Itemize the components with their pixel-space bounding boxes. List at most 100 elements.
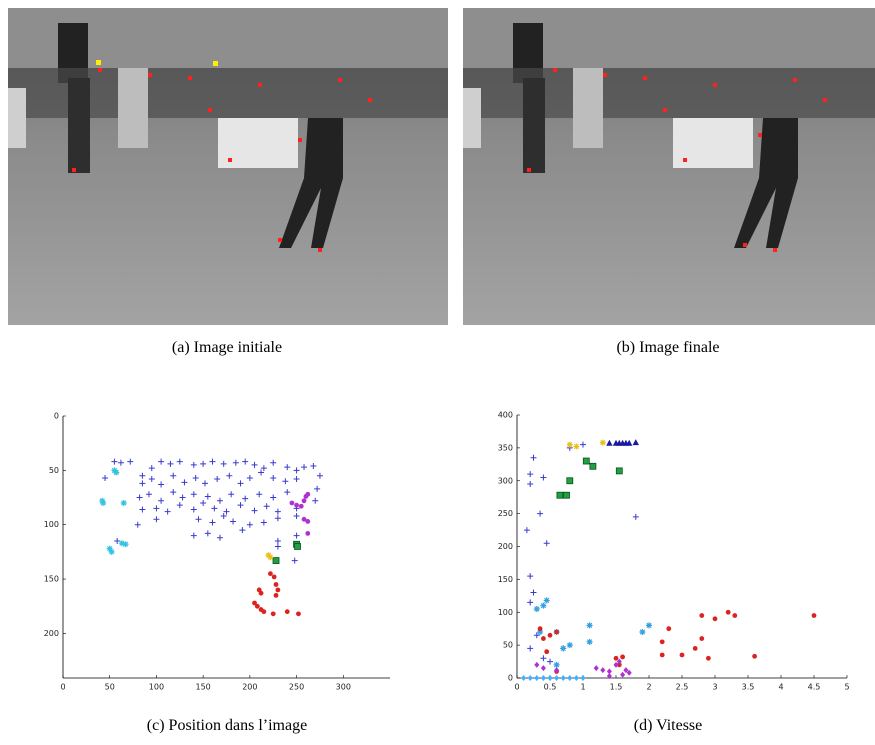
point [530, 454, 537, 461]
point [294, 502, 299, 508]
x-tick-label: 300 [336, 683, 351, 692]
point [632, 513, 639, 520]
point [274, 543, 281, 550]
y-tick-label: 0 [54, 412, 59, 421]
point [659, 639, 665, 645]
point [200, 460, 207, 467]
x-tick-label: 3.5 [742, 683, 755, 692]
point [567, 675, 573, 681]
x-tick-label: 2.5 [676, 683, 689, 692]
point [170, 489, 177, 496]
point [811, 613, 817, 618]
point [563, 491, 570, 499]
point [543, 540, 550, 547]
point [606, 439, 613, 446]
point [176, 502, 183, 509]
point [301, 516, 307, 522]
point [216, 497, 223, 504]
x-tick-label: 100 [149, 683, 164, 692]
point [122, 541, 129, 548]
point [541, 636, 546, 641]
point [530, 589, 537, 596]
point [275, 587, 281, 593]
point [260, 519, 267, 526]
x-tick-label: 5 [844, 683, 849, 692]
x-tick-label: 200 [242, 683, 257, 692]
point [148, 476, 155, 483]
point [102, 474, 109, 481]
point [580, 675, 586, 681]
point [573, 443, 580, 450]
point [239, 527, 246, 534]
x-tick-label: 0 [60, 683, 65, 692]
point [111, 458, 118, 465]
point [252, 600, 257, 606]
photo-initial [8, 8, 448, 325]
point [204, 493, 211, 500]
point [533, 605, 540, 612]
point [246, 521, 253, 528]
point [293, 532, 300, 539]
point [258, 590, 264, 596]
point [190, 461, 197, 468]
y-tick-label: 0 [508, 674, 513, 683]
point [534, 675, 540, 681]
point [167, 460, 174, 467]
point [242, 458, 249, 465]
photo-final [463, 8, 875, 325]
point [220, 513, 227, 520]
point [544, 649, 550, 655]
point [527, 471, 534, 478]
point [273, 592, 279, 598]
point [560, 675, 566, 681]
point [127, 458, 134, 465]
point [666, 626, 672, 632]
chart: 0 0.5 1 1.5 2 2.5 3 3.5 4 4.5 50501001502002503003… [498, 411, 850, 735]
chart: 0 50 100 150 200 250 300 0 50 100 150 200 (c) Positi… [44, 412, 390, 734]
point [284, 464, 291, 471]
point [190, 491, 197, 498]
y-tick-label: 350 [498, 443, 513, 452]
point [294, 543, 301, 550]
point [616, 658, 622, 665]
point [305, 491, 311, 497]
point [573, 675, 579, 681]
point [136, 494, 143, 501]
point [251, 507, 258, 514]
point [316, 472, 323, 479]
point [646, 622, 652, 629]
point [230, 518, 237, 525]
caption: (d) Vitesse [634, 717, 703, 734]
point [190, 532, 197, 539]
y-tick-label: 200 [498, 542, 513, 551]
y-tick-label: 300 [498, 476, 513, 485]
point [540, 655, 547, 662]
point [113, 469, 120, 476]
point [547, 658, 553, 665]
point [232, 459, 239, 466]
point [179, 494, 186, 501]
point [692, 646, 698, 651]
x-tick-label: 0.5 [544, 683, 557, 692]
point [606, 673, 612, 680]
point [114, 538, 121, 545]
y-tick-label: 400 [498, 411, 513, 420]
point [260, 465, 267, 472]
point [659, 652, 665, 658]
point [521, 675, 527, 681]
point [699, 636, 705, 641]
caption: (b) Image finale [616, 339, 719, 356]
point [272, 557, 280, 564]
point [556, 491, 564, 499]
point [626, 439, 633, 446]
point [200, 499, 207, 506]
point [537, 628, 544, 635]
caption: (a) Image initiale [172, 339, 282, 356]
point [310, 463, 317, 470]
point [566, 642, 573, 649]
point [566, 441, 573, 448]
point [148, 465, 155, 472]
point [158, 497, 165, 504]
point [613, 655, 619, 661]
